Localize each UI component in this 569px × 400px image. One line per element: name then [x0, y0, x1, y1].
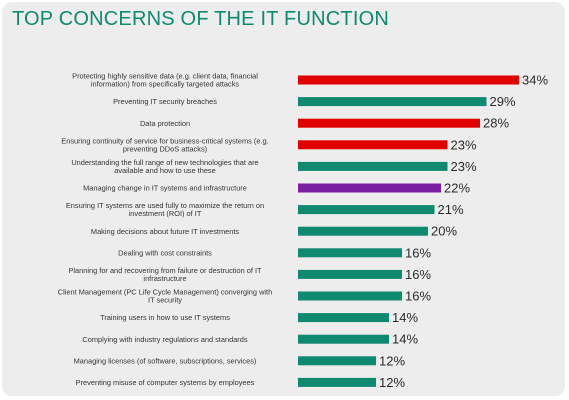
bar-14	[298, 356, 376, 366]
bar-2	[298, 97, 487, 107]
category-label: Planning for and recovering from failure…	[68, 266, 262, 275]
bar-7	[298, 205, 435, 215]
bar-3	[298, 118, 480, 128]
bar-value-label: 23%	[451, 137, 477, 152]
bar-5	[298, 161, 448, 171]
bar-10	[298, 269, 402, 279]
bar-6	[298, 183, 441, 193]
bar-value-label: 12%	[379, 353, 405, 368]
bar-4	[298, 140, 448, 150]
category-label: Complying with industry regulations and …	[82, 335, 247, 344]
bar-value-label: 20%	[431, 224, 457, 239]
bar-value-label: 23%	[451, 159, 477, 174]
bar-value-label: 14%	[392, 332, 418, 347]
bar-value-label: 12%	[379, 375, 405, 390]
bar-value-label: 16%	[405, 267, 431, 282]
bar-13	[298, 334, 389, 344]
category-label: investment (ROI) of IT	[129, 209, 202, 218]
bar-15	[298, 377, 376, 387]
bar-1	[298, 75, 519, 85]
category-label: Ensuring continuity of service for busin…	[61, 136, 268, 145]
bar-value-label: 16%	[405, 245, 431, 260]
bar-value-label: 28%	[483, 116, 509, 131]
category-label: Dealing with cost constraints	[118, 248, 212, 257]
category-label: IT security	[148, 296, 182, 305]
category-label: Preventing IT security breaches	[113, 97, 217, 106]
category-label: Understanding the full range of new tech…	[71, 158, 258, 167]
bar-12	[298, 313, 389, 323]
bar-value-label: 16%	[405, 289, 431, 304]
category-label: Training users in how to use IT systems	[100, 313, 230, 322]
category-label: Data protection	[140, 119, 190, 128]
category-label: Managing change in IT systems and infras…	[83, 184, 247, 193]
category-label: preventing DDoS attacks)	[123, 144, 207, 153]
category-label: available and how to use these	[114, 166, 216, 175]
category-label: Managing licenses (of software, subscrip…	[74, 356, 257, 365]
bar-8	[298, 226, 428, 236]
category-label: Client Management (PC Life Cycle Managem…	[58, 288, 272, 297]
bar-11	[298, 291, 402, 301]
category-label: infrastructure	[143, 274, 186, 283]
chart-card	[2, 2, 565, 396]
bar-9	[298, 248, 402, 258]
bar-value-label: 21%	[438, 202, 464, 217]
bar-value-label: 34%	[522, 73, 548, 88]
category-label: Making decisions about future IT investm…	[91, 227, 239, 236]
category-label: Preventing misuse of computer systems by…	[76, 378, 255, 387]
category-label: Ensuring IT systems are used fully to ma…	[66, 201, 264, 210]
bar-value-label: 14%	[392, 310, 418, 325]
category-label: information) from specifically targeted …	[91, 80, 240, 89]
bar-value-label: 22%	[444, 181, 470, 196]
bar-value-label: 29%	[490, 94, 516, 109]
chart-title: TOP CONCERNS OF THE IT FUNCTION	[12, 8, 389, 30]
category-label: Protecting highly sensitive data (e.g. c…	[72, 72, 258, 81]
